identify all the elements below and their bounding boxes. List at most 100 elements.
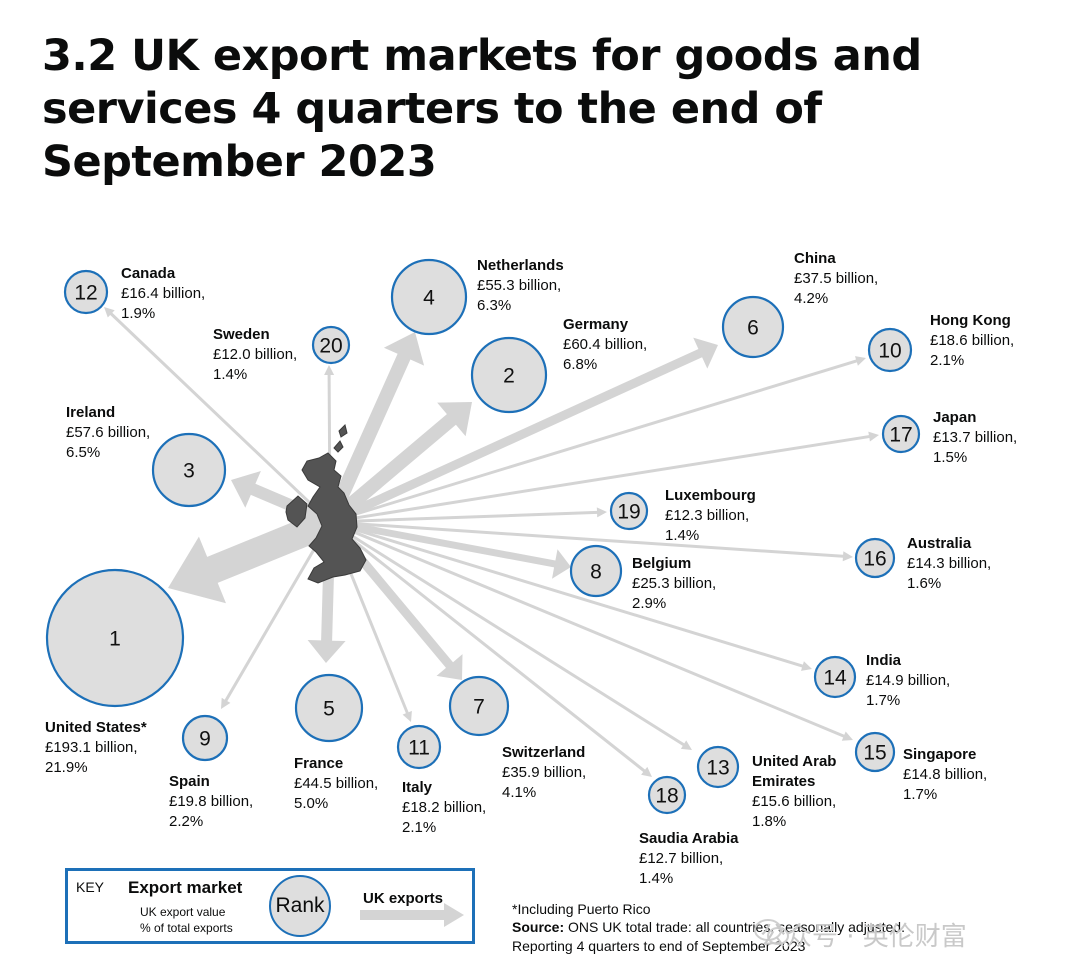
source-label: Source: [512,919,565,935]
market-label-15: Singapore £14.8 billion, 1.7% [903,746,987,803]
source-text: ONS UK total trade: all countries, seaso… [564,919,905,935]
market-name: Netherlands [477,257,564,274]
market-value: £14.9 billion, [866,672,950,689]
market-share: 1.4% [665,527,699,544]
market-share: 6.5% [66,444,100,461]
market-value: £18.2 billion, [402,799,486,816]
market-share: 1.8% [752,813,786,830]
key-title: Export market [128,878,243,897]
rank-circle [854,537,896,579]
market-circle-10: 10 [867,327,913,373]
market-circle-11: 11 [396,724,442,770]
rank-circle [390,258,468,336]
period-note: Reporting 4 quarters to end of September… [512,938,806,954]
market-label-16: Australia £14.3 billion, 1.6% [907,535,991,592]
market-name: Spain [169,773,210,790]
market-circle-15: 15 [854,731,896,773]
page-title: 3.2 UK export markets for goods and serv… [42,31,922,187]
market-share: 6.3% [477,297,511,314]
market-share: 2.1% [930,352,964,369]
rank-circle [470,336,548,414]
market-label-14: India £14.9 billion, 1.7% [866,652,950,709]
market-value: £15.6 billion, [752,793,836,810]
market-circle-20: 20 [311,325,351,365]
market-name: Germany [563,316,629,333]
market-circle-19: 19 [609,491,649,531]
rank-number: 17 [889,424,912,447]
export-arrow-3 [231,471,333,528]
market-share: 1.7% [903,786,937,803]
export-arrow-2 [325,402,472,528]
market-name: Ireland [66,404,115,421]
market-label-2: Germany £60.4 billion, 6.8% [563,316,647,373]
market-share: 1.7% [866,692,900,709]
market-circle-8: 8 [569,544,623,598]
market-value: £35.9 billion, [502,764,586,781]
export-arrow-10 [329,356,867,524]
market-circle-4: 4 [390,258,468,336]
market-name: India [866,652,902,669]
market-value: £37.5 billion, [794,270,878,287]
market-label-11: Italy £18.2 billion, 2.1% [402,779,486,836]
export-arrow-1 [168,509,336,604]
market-share: 1.4% [213,366,247,383]
export-arrow-14 [329,520,812,671]
market-label-1: United States* £193.1 billion, 21.9% [45,719,147,776]
rank-number: 8 [590,561,602,584]
market-label-7: Switzerland £35.9 billion, 4.1% [502,744,586,801]
rank-number: 1 [109,628,121,651]
rank-circle [151,432,227,508]
market-value: £13.7 billion, [933,429,1017,446]
source-note: Source: ONS UK total trade: all countrie… [512,919,905,935]
market-labels: United States*£193.1 billion,21.9% German… [45,250,1017,887]
market-share: 1.5% [933,449,967,466]
key-rank-circle: Rank [269,875,331,937]
market-name: Singapore [903,746,976,763]
market-circle-18: 18 [647,775,687,815]
market-circle-2: 2 [470,336,548,414]
market-value: £193.1 billion, [45,739,138,756]
market-circle-7: 7 [448,675,510,737]
rank-number: 9 [199,728,211,751]
export-arrows [104,307,879,777]
market-share: 4.1% [502,784,536,801]
key-arrow-icon [360,903,464,927]
rank-number: 19 [617,501,640,524]
market-name: Switzerland [502,744,585,761]
market-value: £18.6 billion, [930,332,1014,349]
rank-number: 7 [473,696,485,719]
market-label-4: Netherlands £55.3 billion, 6.3% [477,257,564,314]
export-arrow-20 [324,365,335,522]
market-value: £55.3 billion, [477,277,561,294]
market-label-9: Spain £19.8 billion, 2.2% [169,773,253,830]
uk-map-icon [285,424,367,584]
rank-circle [569,544,623,598]
rank-circle [867,327,913,373]
footnote: *Including Puerto Rico [512,901,651,917]
rank-circle [813,655,857,699]
rank-circle [294,673,364,743]
market-name2: Emirates [752,773,815,790]
market-share: 1.9% [121,305,155,322]
market-value: £25.3 billion, [632,575,716,592]
market-name: Belgium [632,555,691,572]
market-share: 6.8% [563,356,597,373]
rank-circle [881,414,921,454]
market-value: £14.3 billion, [907,555,991,572]
export-arrow-18 [329,520,652,777]
rank-circle [696,745,740,789]
key-arrow-label: UK exports [363,890,444,907]
rank-number: 4 [423,287,435,310]
market-label-10: Hong Kong £18.6 billion, 2.1% [930,312,1014,369]
market-label-6: China £37.5 billion, 4.2% [794,250,878,307]
market-share: 2.2% [169,813,203,830]
rank-number: 16 [863,548,886,571]
market-label-5: France £44.5 billion, 5.0% [294,755,378,812]
market-name: Italy [402,779,433,796]
export-arrow-16 [329,520,853,562]
rank-circle [854,731,896,773]
export-arrow-6 [328,337,718,527]
rank-number: 10 [878,340,901,363]
